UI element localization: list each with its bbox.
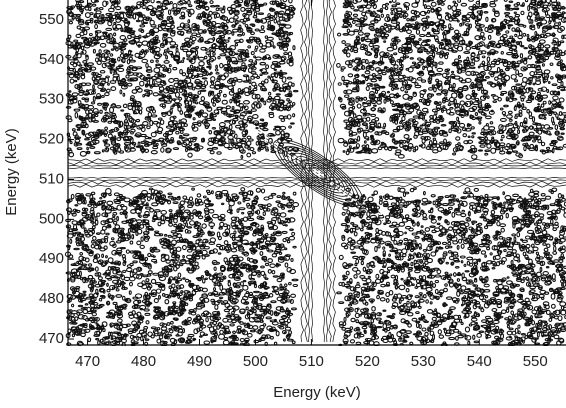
axis-mask: [54, 346, 566, 408]
x-tick-label: 470: [75, 353, 100, 370]
y-tick-label: 550: [39, 11, 64, 28]
contour-peak: [309, 166, 327, 180]
y-tick-label: 500: [39, 210, 64, 227]
contour-peak: [304, 162, 332, 184]
y-tick-label: 480: [39, 290, 64, 307]
x-tick-label: 510: [299, 353, 324, 370]
x-tick-label: 540: [467, 353, 492, 370]
y-tick-label: 470: [39, 330, 64, 347]
contour-streak: [257, 129, 384, 222]
contour-peak: [295, 156, 341, 190]
y-tick-label: 520: [39, 131, 64, 148]
y-axis-label: Energy (keV): [3, 128, 20, 216]
y-tick-label: 530: [39, 91, 64, 108]
y-tick-label: 510: [39, 170, 64, 187]
x-tick-label: 530: [411, 353, 436, 370]
x-tick-label: 520: [355, 353, 380, 370]
contour-peak: [286, 149, 350, 197]
x-tick-label: 500: [243, 353, 268, 370]
contour-peak: [281, 145, 355, 201]
x-axis-label: Energy (keV): [273, 384, 361, 401]
x-tick-label: 480: [131, 353, 156, 370]
y-tick-label: 540: [39, 51, 64, 68]
contour-peak: [277, 142, 359, 204]
x-tick-label: 550: [523, 353, 548, 370]
contour-peak: [291, 152, 345, 194]
y-tick-label: 490: [39, 250, 64, 267]
x-tick-label: 490: [187, 353, 212, 370]
contour-peak: [300, 159, 336, 187]
contour-speckle: [64, 0, 566, 348]
